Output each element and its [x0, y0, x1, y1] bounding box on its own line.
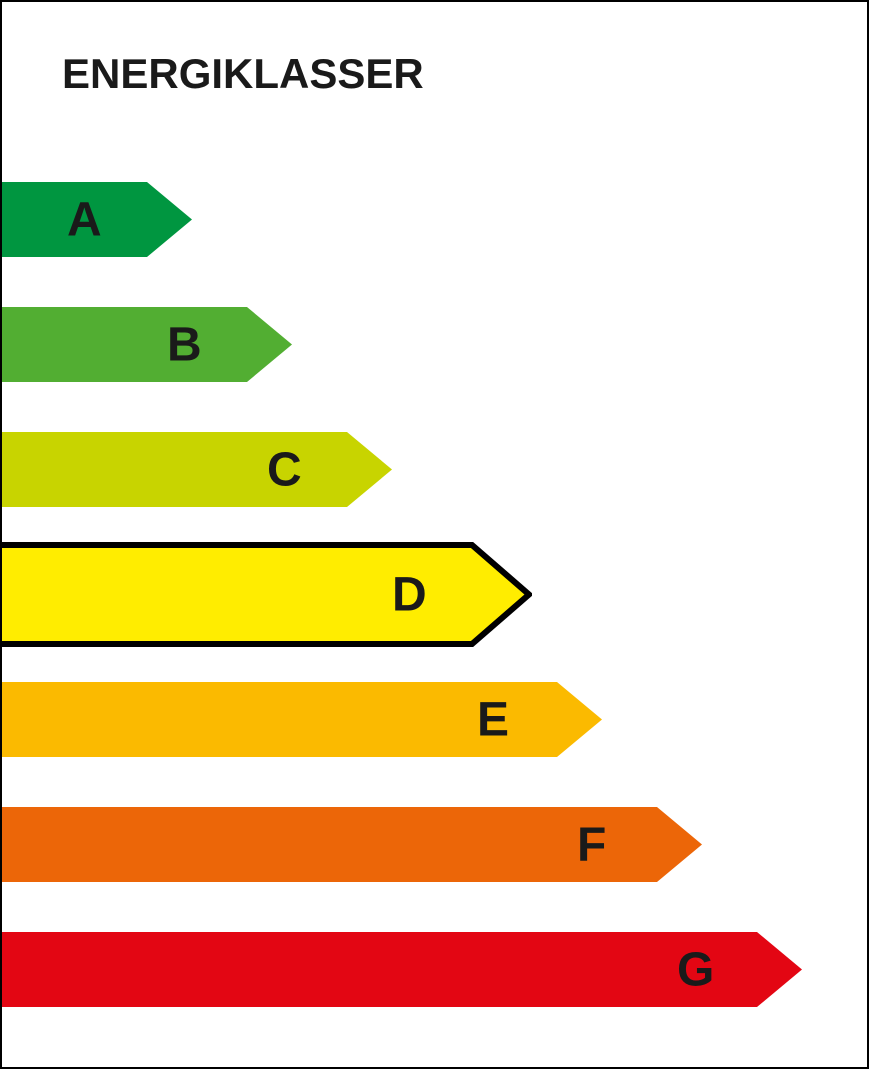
- energy-bar-label-e: E: [477, 692, 509, 747]
- energy-bar-label-d: D: [392, 567, 427, 622]
- energy-bar-c: C: [2, 432, 392, 507]
- energy-bar-label-g: G: [677, 942, 714, 997]
- energy-bar-label-b: B: [167, 317, 202, 372]
- chart-title: ENERGIKLASSER: [62, 50, 424, 98]
- energy-bar-e: E: [2, 682, 602, 757]
- energy-bar-label-f: F: [577, 817, 606, 872]
- energy-bar-label-a: A: [67, 192, 102, 247]
- energy-bar-f: F: [2, 807, 702, 882]
- energy-label-container: ENERGIKLASSER A B C D E F G: [0, 0, 869, 1069]
- energy-bar-label-c: C: [267, 442, 302, 497]
- energy-bar-d: D: [2, 542, 532, 647]
- energy-bar-b: B: [2, 307, 292, 382]
- energy-bar-a: A: [2, 182, 192, 257]
- energy-bar-g: G: [2, 932, 802, 1007]
